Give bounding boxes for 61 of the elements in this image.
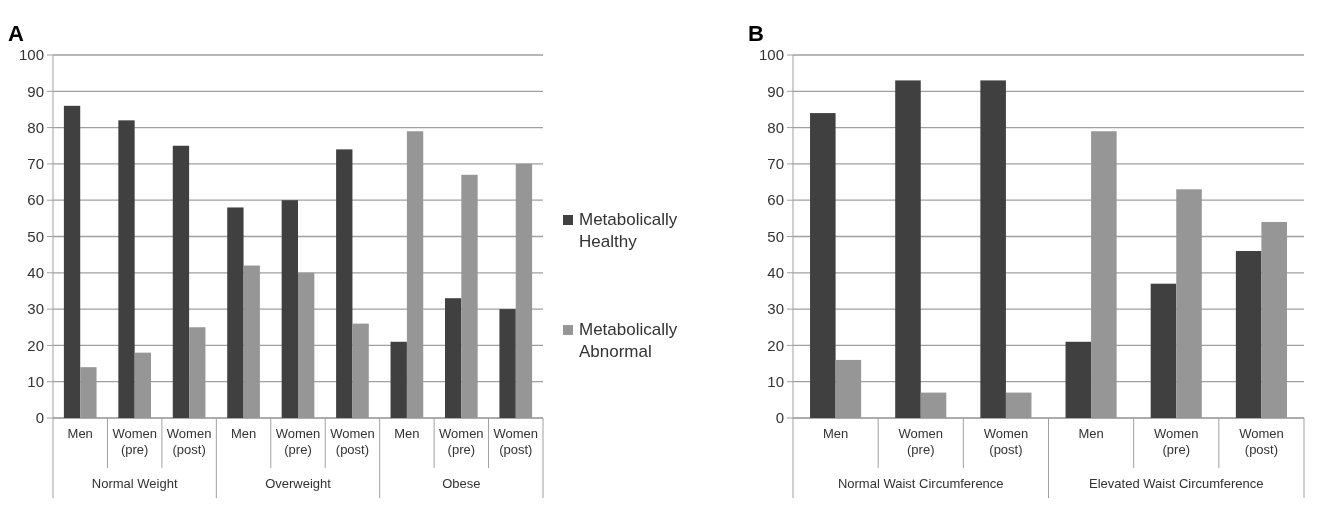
text: Normal Waist Circumference <box>837 476 1004 491</box>
text: Obese <box>442 476 481 491</box>
y-tick-label: 90 <box>767 82 784 100</box>
bar <box>1065 341 1092 418</box>
bar <box>281 200 298 418</box>
bar <box>1235 251 1262 418</box>
x-tick-label: Women (post) <box>1239 426 1284 457</box>
y-tick-label: 40 <box>27 264 44 282</box>
y-tick-label: 40 <box>767 264 784 282</box>
y-tick-label: 70 <box>27 155 44 173</box>
x-tick-label: Women (post) <box>983 426 1029 457</box>
legend-label: Metabolically Abnormal <box>579 320 678 361</box>
x-tick-label: Women (post) <box>330 426 375 457</box>
y-tick-label: 90 <box>27 82 44 100</box>
bar <box>810 113 836 418</box>
y-tick-label: 20 <box>767 336 784 354</box>
bar <box>499 309 516 418</box>
x-tick-label: Men <box>67 426 93 441</box>
y-tick-label: 60 <box>767 191 784 209</box>
y-tick-label: 50 <box>767 227 784 245</box>
x-tick-label: Men <box>1078 426 1104 441</box>
bar <box>390 341 407 418</box>
bar <box>336 149 353 418</box>
y-tick-label: 20 <box>27 336 44 354</box>
x-tick-label: Men <box>394 426 420 441</box>
text: Overweight <box>265 476 332 491</box>
bar <box>895 80 921 418</box>
y-tick-label: 60 <box>27 191 44 209</box>
y-tick-label: 100 <box>758 46 784 64</box>
y-tick-label: 50 <box>27 227 44 245</box>
bar <box>980 80 1006 418</box>
y-tick-label: 30 <box>27 300 44 318</box>
bar <box>445 298 462 418</box>
bar <box>227 207 244 418</box>
y-tick-label: 70 <box>767 155 784 173</box>
y-tick-label: 100 <box>18 46 44 64</box>
x-tick-label: Women (post) <box>166 426 212 457</box>
x-tick-label: Women (pre) <box>898 426 944 457</box>
x-tick-label: Women (pre) <box>275 426 321 457</box>
x-tick-label: Men <box>230 426 257 441</box>
chart-title: B <box>748 21 764 46</box>
y-tick-label: 10 <box>767 372 784 390</box>
bar <box>63 105 81 418</box>
y-tick-label: 80 <box>27 118 44 136</box>
y-tick-label: 0 <box>775 409 784 427</box>
x-tick-label: Women (post) <box>493 426 539 457</box>
y-tick-label: 0 <box>35 409 44 427</box>
bar <box>1150 283 1177 418</box>
legend-label: Metabolically Healthy <box>579 210 678 251</box>
x-tick-label: Women (pre) <box>112 426 157 457</box>
bar <box>172 145 190 418</box>
text: Elevated Waist Circumference <box>1089 476 1264 491</box>
x-tick-label: Men <box>822 426 849 441</box>
text: Normal Weight <box>91 476 178 491</box>
y-tick-label: 10 <box>27 372 44 390</box>
chart-title: A <box>8 21 24 46</box>
x-tick-label: Women (pre) <box>439 426 484 457</box>
y-tick-label: 80 <box>767 118 784 136</box>
y-tick-label: 30 <box>767 300 784 318</box>
x-tick-label: Women (pre) <box>1153 426 1199 457</box>
bar <box>118 120 135 418</box>
